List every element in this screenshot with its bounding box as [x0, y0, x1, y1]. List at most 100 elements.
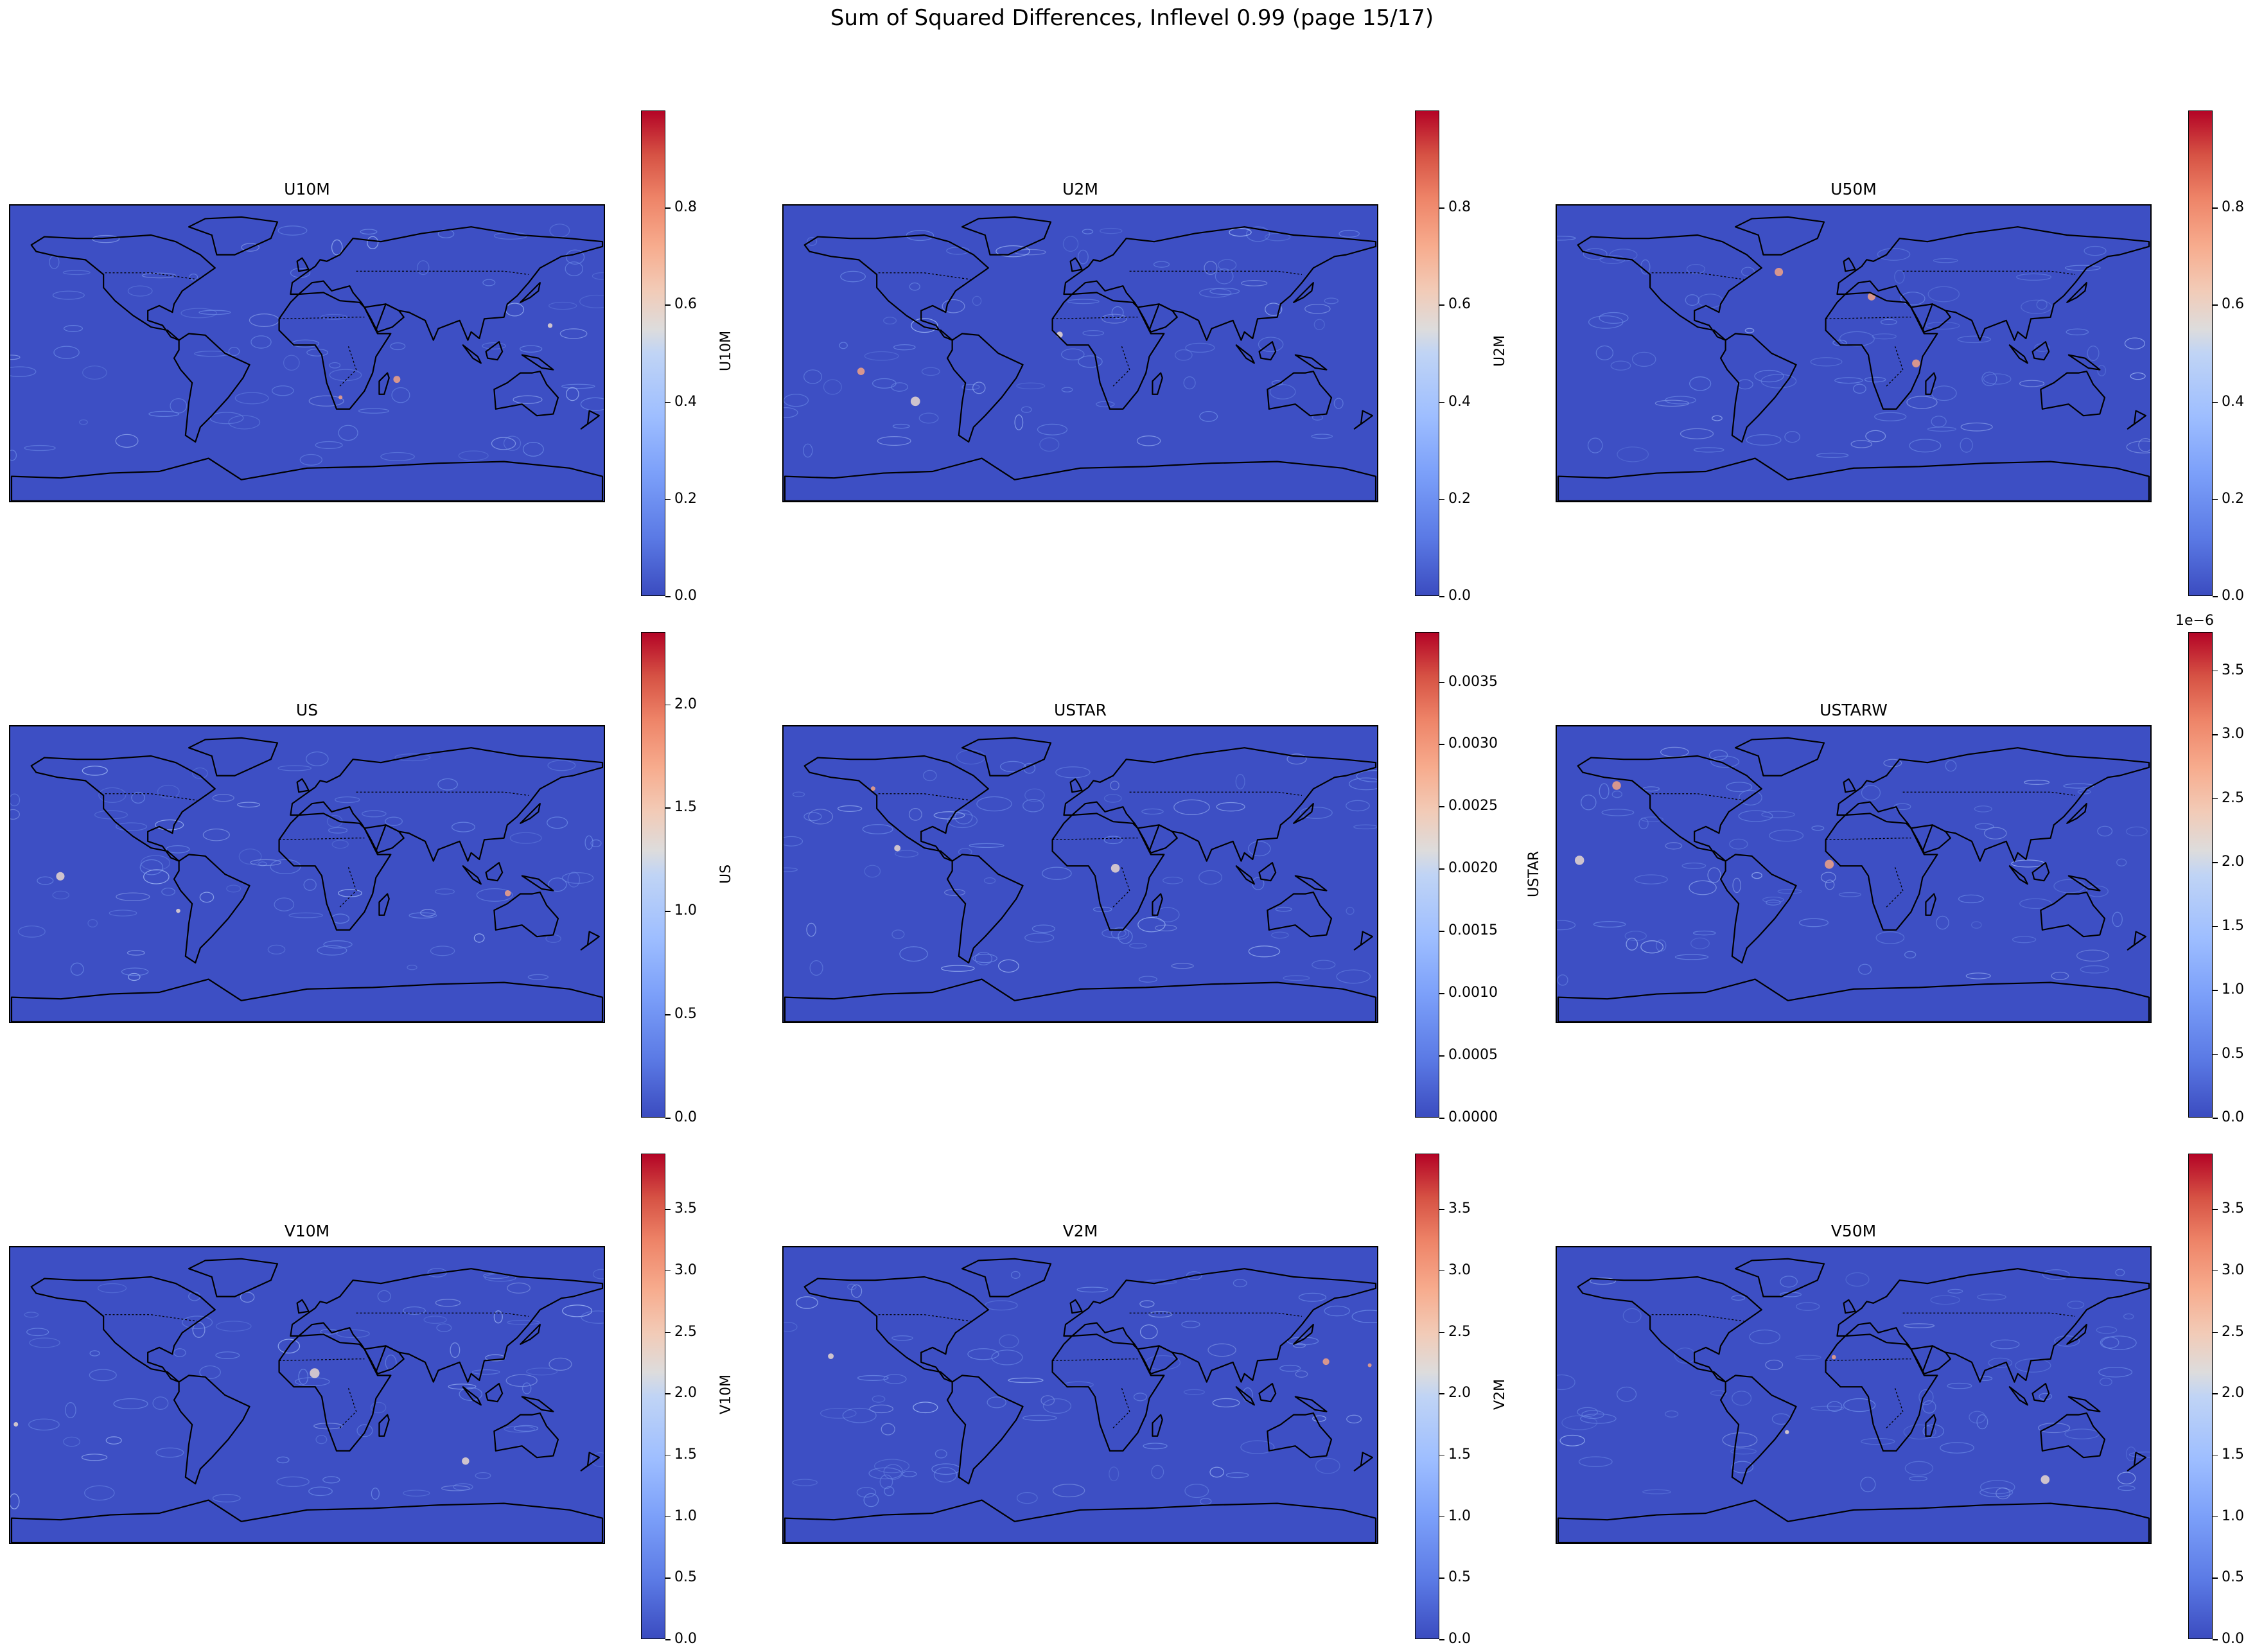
- colorbar-tick-label: 0.0000: [1448, 1109, 1498, 1125]
- colorbar-tick-label: 1.5: [1448, 1446, 1471, 1463]
- heatmap-contour: [1581, 1410, 1604, 1419]
- heatmap-contour: [441, 1485, 470, 1491]
- heatmap-contour: [2115, 1269, 2125, 1276]
- heatmap-contour: [1737, 379, 1753, 390]
- heatmap-contour: [874, 1459, 910, 1473]
- colorbar: [641, 1154, 665, 1639]
- heatmap-background: [785, 726, 1376, 1022]
- coastline: [580, 1452, 600, 1472]
- colorbar-tick-label: 0.5: [674, 1569, 697, 1586]
- heatmap-contour: [2067, 1301, 2085, 1309]
- heatmap-contour: [884, 1486, 895, 1497]
- heatmap-contour: [507, 1319, 540, 1325]
- heatmap-contour: [362, 810, 387, 818]
- colorbar-tickmark: [2213, 670, 2218, 672]
- heatmap-contour: [1338, 229, 1360, 238]
- coastline: [1258, 1383, 1277, 1403]
- heatmap-contour: [62, 270, 91, 276]
- country-border: [924, 1314, 970, 1322]
- heatmap-contour: [1315, 1457, 1340, 1474]
- heatmap-contour: [1904, 951, 1917, 959]
- heatmap-contour: [1731, 1295, 1746, 1301]
- coastline: [946, 1375, 1024, 1485]
- coastline: [278, 1333, 392, 1452]
- heatmap-contour: [215, 1351, 240, 1359]
- heatmap-contour: [315, 441, 343, 450]
- heatmap-contour: [1834, 377, 1863, 384]
- coastline: [521, 354, 554, 371]
- heatmap-contour: [371, 1488, 380, 1500]
- heatmap-contour: [1055, 766, 1091, 778]
- coastline: [2040, 892, 2106, 938]
- heatmap-contour: [250, 859, 281, 866]
- heatmap-contour: [2037, 1422, 2071, 1434]
- heatmap-contour: [807, 236, 818, 246]
- heatmap-contour: [1731, 1461, 1754, 1473]
- coastline: [378, 1414, 390, 1437]
- heatmap-contour: [1014, 414, 1024, 430]
- heatmap-contour: [784, 867, 798, 872]
- country-border: [1698, 272, 1744, 280]
- coastline: [1267, 892, 1333, 938]
- heatmap-contour: [276, 1476, 310, 1487]
- heatmap-contour: [562, 1305, 593, 1317]
- heatmap-contour: [1945, 760, 1957, 772]
- heatmap-contour: [908, 808, 922, 821]
- heatmap-contour: [1751, 872, 1762, 879]
- heatmap-contour: [1022, 798, 1044, 813]
- heatmap-contour: [1979, 1487, 2014, 1498]
- heatmap-contour: [267, 944, 286, 954]
- coastline: [290, 226, 604, 341]
- heatmap-contour: [519, 345, 543, 353]
- heatmap-contour: [1983, 827, 2007, 839]
- heatmap-contour: [2125, 826, 2148, 836]
- heatmap-contour: [503, 435, 522, 451]
- colorbar-tickmark: [2213, 498, 2218, 500]
- heatmap-contour: [1729, 838, 1748, 850]
- heatmap-contour: [1936, 915, 1949, 930]
- heatmap-contour: [1974, 823, 1994, 830]
- heatmap-contour: [1960, 437, 1973, 453]
- country-border: [1129, 270, 1303, 276]
- heatmap-contour: [803, 369, 823, 384]
- colorbar-tickmark: [1439, 868, 1444, 870]
- colorbar-tickmark: [665, 401, 671, 403]
- coastline: [2067, 354, 2101, 371]
- heatmap-contour: [823, 379, 842, 395]
- heatmap-contour: [1143, 1443, 1168, 1450]
- coastline: [1910, 303, 1951, 333]
- heatmap-contour: [356, 1424, 373, 1437]
- heatmap-contour: [1922, 1400, 1936, 1414]
- coastline: [1719, 854, 1797, 964]
- coastline: [521, 1396, 554, 1412]
- heatmap-contour: [505, 1374, 538, 1387]
- heatmap-contour: [1153, 261, 1170, 268]
- coastline: [1353, 410, 1373, 430]
- colorbar-tick-label: 0.6: [674, 296, 697, 313]
- coastline: [2066, 803, 2087, 824]
- heatmap-contour: [458, 450, 489, 461]
- colorbar-tick-label: 2.0: [1448, 1385, 1471, 1402]
- heatmap-contour: [1872, 333, 1897, 340]
- heatmap-contour: [2116, 858, 2127, 866]
- panel-title: V50M: [1830, 1222, 1877, 1240]
- heatmap-contour: [548, 877, 567, 892]
- heatmap-contour: [984, 1300, 1018, 1311]
- heatmap-contour: [1078, 355, 1103, 368]
- heatmap-contour: [2015, 1358, 2051, 1373]
- heatmap-contour: [437, 778, 458, 791]
- colorbar-tick-label: 3.0: [2222, 1261, 2244, 1278]
- map-svg: [10, 726, 604, 1022]
- colorbar-tick-label: 0.6: [1448, 296, 1471, 313]
- heatmap-contour: [1037, 423, 1068, 435]
- coastline: [2127, 1452, 2146, 1472]
- country-border: [339, 345, 357, 387]
- heatmap-contour: [1010, 1270, 1021, 1279]
- heatmap-contour: [234, 392, 269, 405]
- heatmap-contour: [1346, 800, 1370, 812]
- heatmap-contour: [803, 443, 813, 458]
- heatmap-contour: [1693, 447, 1724, 453]
- coastline: [1051, 1333, 1165, 1452]
- heatmap-contour: [1103, 794, 1122, 803]
- heatmap-contour: [883, 317, 897, 325]
